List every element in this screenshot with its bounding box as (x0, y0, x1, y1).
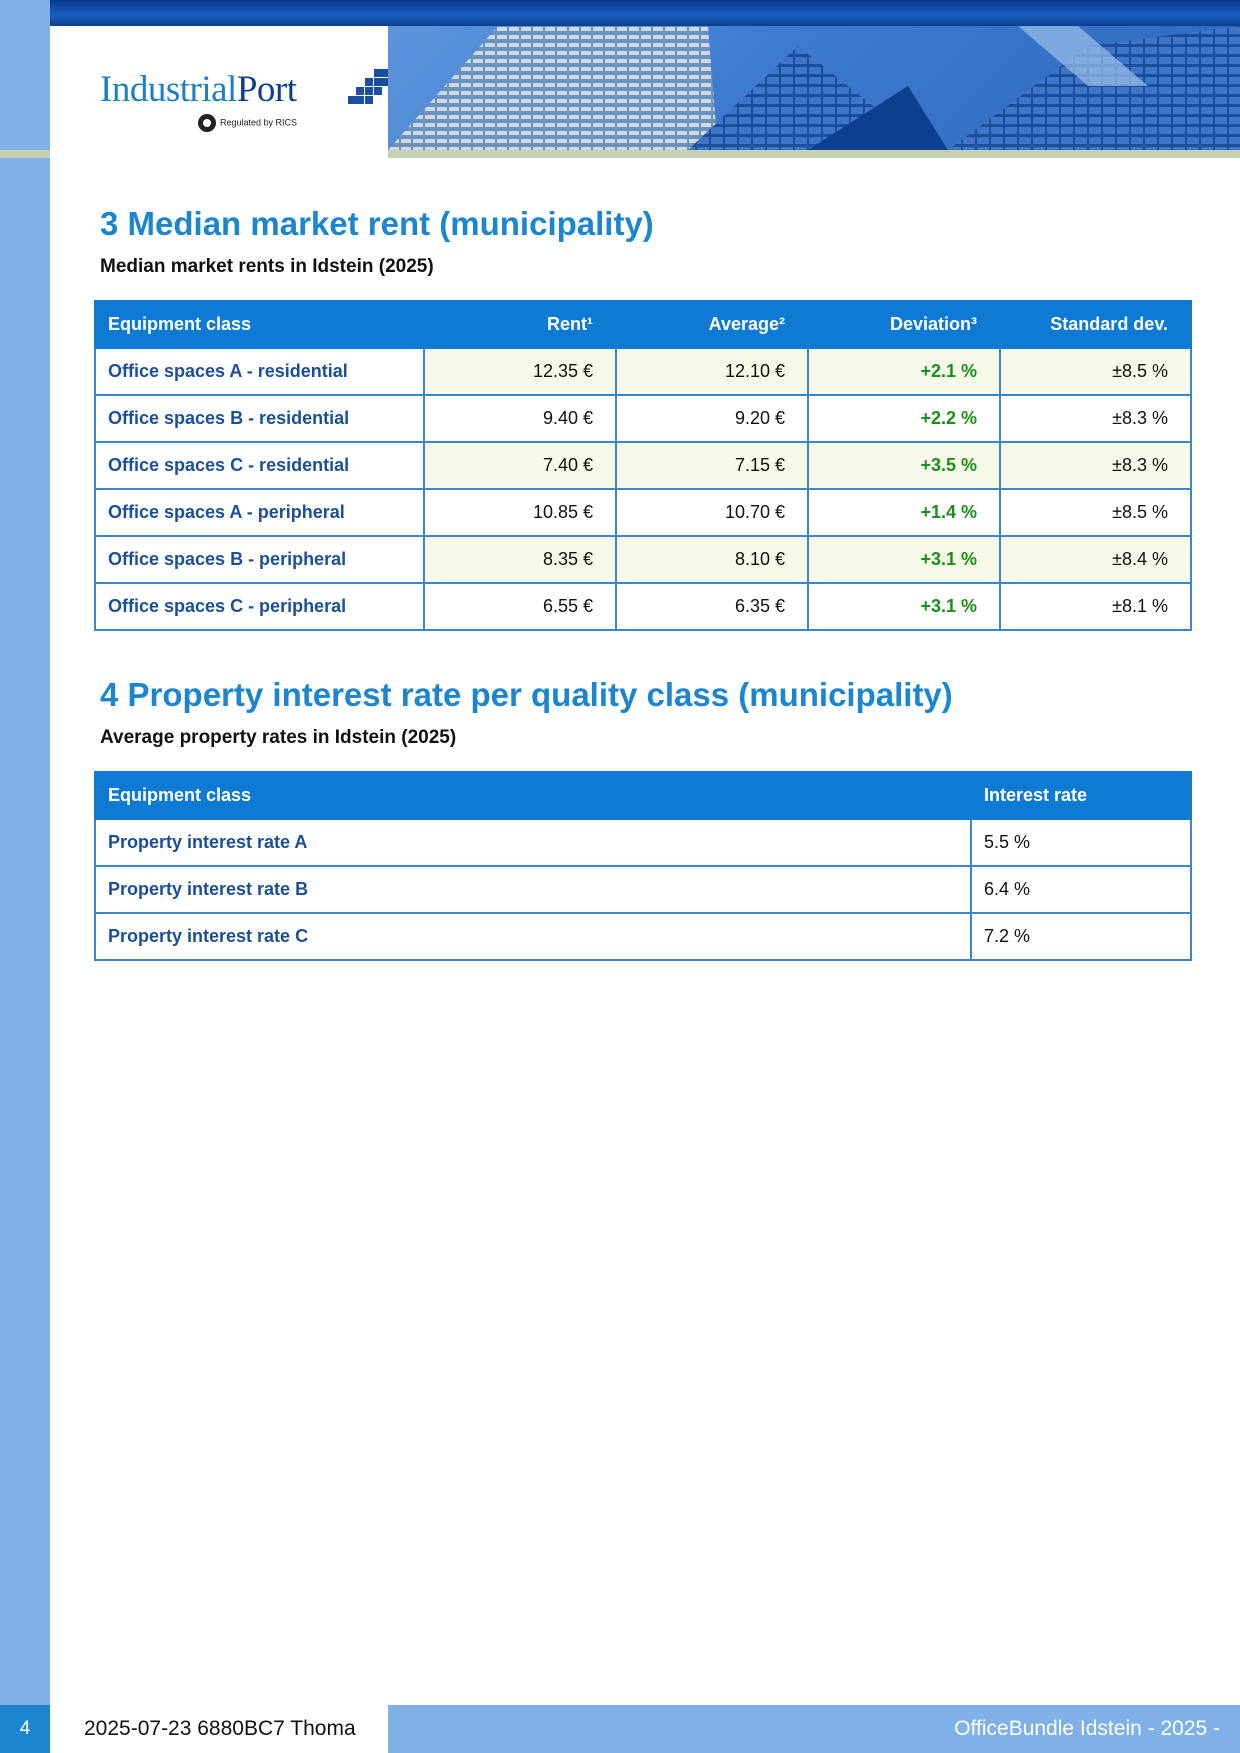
logo-wordmark-part1: Industrial (100, 69, 237, 110)
equipment-class-cell: Office spaces B - peripheral (94, 535, 425, 584)
interest-rate-cell: 7.2 % (970, 912, 1192, 961)
logo-tagline: Regulated by RICS (198, 114, 297, 132)
logo-squares-icon (348, 69, 390, 111)
equipment-class-cell: Property interest rate A (94, 818, 972, 867)
page-footer: 4 2025-07-23 6880BC7 Thoma OfficeBundle … (0, 1705, 1240, 1753)
average-cell: 8.10 € (615, 535, 809, 584)
table-row: Office spaces A - peripheral 10.85 € 10.… (94, 488, 1192, 537)
deviation-cell: +3.1 % (807, 582, 1001, 631)
interest-rate-cell: 6.4 % (970, 865, 1192, 914)
logo-wordmark-part2: Port (236, 69, 297, 110)
equipment-class-cell: Office spaces C - peripheral (94, 582, 425, 631)
section-4-subtitle: Average property rates in Idstein (2025) (100, 727, 457, 748)
equipment-class-cell: Property interest rate B (94, 865, 972, 914)
average-cell: 10.70 € (615, 488, 809, 537)
table-row: Property interest rate B 6.4 % (94, 865, 1192, 914)
table-row: Office spaces B - peripheral 8.35 € 8.10… (94, 535, 1192, 584)
footer-title-bar: OfficeBundle Idstein - 2025 - (388, 1705, 1240, 1753)
deviation-cell: +2.1 % (807, 347, 1001, 396)
table-header-row: Equipment class Rent¹ Average² Deviation… (94, 300, 1192, 349)
equipment-class-cell: Office spaces C - residential (94, 441, 425, 490)
std-dev-cell: ±8.1 % (999, 582, 1192, 631)
table-row: Property interest rate C 7.2 % (94, 912, 1192, 961)
section-3-title: 3 Median market rent (municipality) (100, 205, 654, 242)
logo-tagline-text: Regulated by RICS (220, 117, 298, 128)
deviation-cell: +1.4 % (807, 488, 1001, 537)
median-rent-table: Equipment class Rent¹ Average² Deviation… (94, 300, 1192, 631)
deviation-cell: +2.2 % (807, 394, 1001, 443)
col-header: Average² (615, 300, 809, 349)
equipment-class-cell: Office spaces B - residential (94, 394, 425, 443)
deviation-cell: +3.1 % (807, 535, 1001, 584)
table-row: Property interest rate A 5.5 % (94, 818, 1192, 867)
banner-rule (388, 150, 1240, 158)
equipment-class-cell: Office spaces A - residential (94, 347, 425, 396)
rent-cell: 8.35 € (423, 535, 617, 584)
interest-rate-cell: 5.5 % (970, 818, 1192, 867)
average-cell: 6.35 € (615, 582, 809, 631)
col-header: Interest rate (970, 771, 1192, 820)
std-dev-cell: ±8.5 % (999, 347, 1192, 396)
std-dev-cell: ±8.3 % (999, 394, 1192, 443)
col-header: Equipment class (94, 771, 972, 820)
table-row: Office spaces A - residential 12.35 € 12… (94, 347, 1192, 396)
table-header-row: Equipment class Interest rate (94, 771, 1192, 820)
table-row: Office spaces C - peripheral 6.55 € 6.35… (94, 582, 1192, 631)
rent-cell: 12.35 € (423, 347, 617, 396)
document-title: OfficeBundle Idstein - 2025 - (954, 1717, 1220, 1740)
col-header: Rent¹ (423, 300, 617, 349)
logo-wordmark: IndustrialPort (100, 71, 297, 108)
logo-panel: IndustrialPort Regulated by RICS (50, 26, 390, 156)
header-banner-image (388, 26, 1240, 150)
average-cell: 9.20 € (615, 394, 809, 443)
company-logo: IndustrialPort Regulated by RICS (100, 69, 390, 132)
col-header: Deviation³ (807, 300, 1001, 349)
std-dev-cell: ±8.5 % (999, 488, 1192, 537)
top-bar (0, 0, 1240, 26)
footer-meta: 2025-07-23 6880BC7 Thoma (84, 1717, 356, 1740)
equipment-class-cell: Office spaces A - peripheral (94, 488, 425, 537)
footer-meta-panel (50, 1705, 388, 1753)
rent-cell: 7.40 € (423, 441, 617, 490)
rics-seal-icon (198, 114, 216, 132)
deviation-cell: +3.5 % (807, 441, 1001, 490)
rent-cell: 9.40 € (423, 394, 617, 443)
col-header: Standard dev. (999, 300, 1192, 349)
table-row: Office spaces B - residential 9.40 € 9.2… (94, 394, 1192, 443)
rail-accent (0, 150, 50, 158)
average-cell: 12.10 € (615, 347, 809, 396)
interest-rate-table: Equipment class Interest rate Property i… (94, 771, 1192, 961)
rent-cell: 6.55 € (423, 582, 617, 631)
rent-cell: 10.85 € (423, 488, 617, 537)
average-cell: 7.15 € (615, 441, 809, 490)
std-dev-cell: ±8.4 % (999, 535, 1192, 584)
page-number: 4 (0, 1705, 50, 1753)
left-rail (0, 0, 50, 1753)
table-row: Office spaces C - residential 7.40 € 7.1… (94, 441, 1192, 490)
section-4-title: 4 Property interest rate per quality cla… (100, 676, 953, 713)
std-dev-cell: ±8.3 % (999, 441, 1192, 490)
equipment-class-cell: Property interest rate C (94, 912, 972, 961)
section-3-subtitle: Median market rents in Idstein (2025) (100, 256, 434, 277)
col-header: Equipment class (94, 300, 425, 349)
skyscraper-illustration (388, 26, 1240, 150)
